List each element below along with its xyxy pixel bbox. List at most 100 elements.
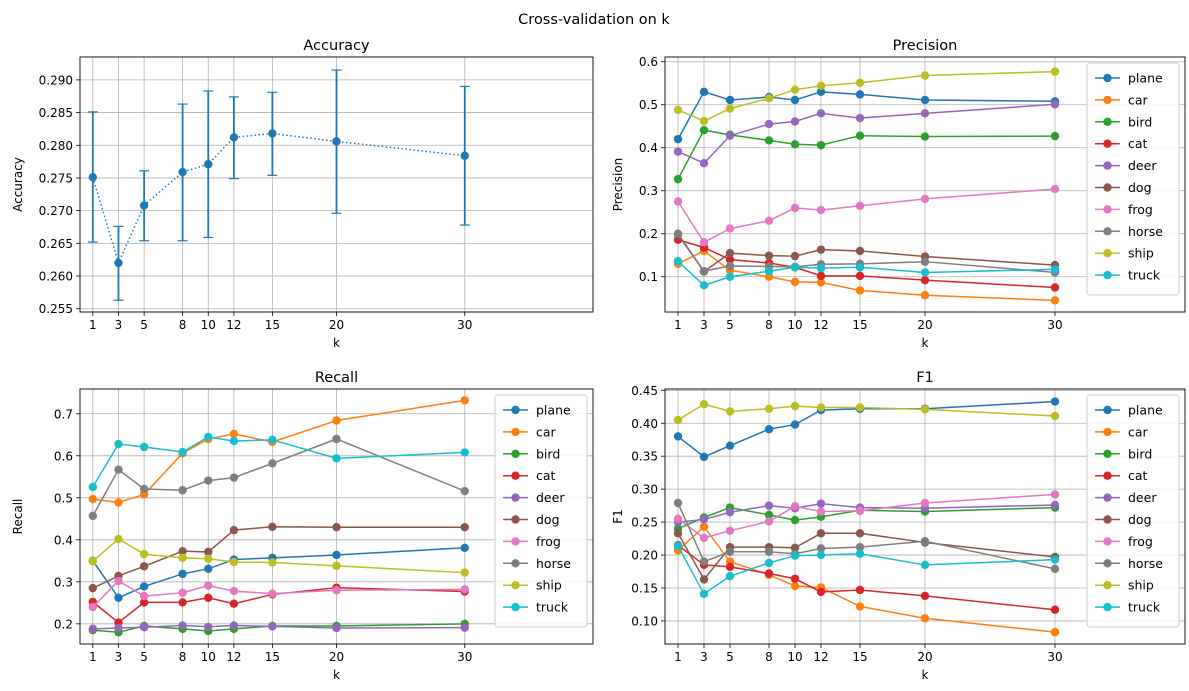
legend-marker [1103,427,1112,437]
series-dog [88,522,469,593]
data-point [816,271,826,281]
x-tick-label: 30 [1047,318,1062,332]
data-point [699,266,709,276]
data-point [699,522,709,531]
x-tick-label: 3 [700,318,708,332]
series-line [677,403,1056,421]
legend-marker [1103,73,1112,83]
data-point [816,263,826,273]
series-accuracy [87,69,470,301]
data-point [699,575,709,584]
data-point [204,547,213,557]
legend-label: car [1128,92,1149,107]
data-point [673,541,683,551]
data-point [764,569,774,578]
data-point [332,137,341,146]
x-tick-label: 12 [813,318,828,332]
legend-label: plane [536,403,571,418]
x-tick-label: 8 [179,650,187,664]
legend-marker [1103,537,1112,546]
data-point [764,94,774,103]
data-point [920,132,930,141]
data-point [139,549,149,559]
series-ship [673,399,1060,425]
data-point [178,621,187,630]
y-tick-label: 0.280 [39,139,73,153]
data-point [725,248,735,258]
data-point [673,415,683,425]
y-tick-label: 0.6 [54,449,73,463]
data-point [790,581,800,591]
data-point [88,173,98,182]
x-tick-label: 15 [265,318,280,332]
y-tick-label: 0.15 [631,581,658,595]
legend-label: dog [1128,180,1152,195]
data-point [725,571,735,581]
data-point [1050,184,1060,194]
data-point [920,268,930,277]
data-point [920,257,930,266]
data-point [229,525,239,535]
legend-marker [511,471,520,480]
series-plane [673,87,1060,144]
legend-marker [1103,602,1112,612]
y-tick-label: 0.5 [639,98,658,112]
data-point [855,585,865,595]
legend: plane car bird cat deer dog frog horse ship truck [1086,62,1180,296]
series-line [677,188,1056,244]
series-line [677,400,1056,458]
legend-entry-deer: deer [1095,490,1157,505]
axes-frame [79,388,594,645]
data-point [764,558,774,568]
data-point [139,622,149,632]
data-point [332,416,341,425]
data-point [699,589,709,599]
data-point [855,602,865,611]
data-point [114,623,123,633]
data-point [920,194,930,204]
x-tick-label: 20 [329,650,344,664]
legend-label: cat [1128,468,1148,483]
x-tick-label: 30 [457,650,472,664]
y-axis-label: Accuracy [11,157,25,212]
legend-entry-horse: horse [1095,224,1163,239]
data-point [114,593,123,602]
data-point [229,473,239,482]
legend-marker [1103,449,1112,458]
data-point [725,407,735,416]
y-tick-label: 0.5 [54,491,73,505]
y-tick-label: 0.285 [39,106,73,120]
legend-label: bird [536,446,560,461]
panel-precision: 1 3 5 8 10 12 15 20 30 0.1 0.2 0.3 0.4 0.5 0.6 Precisio… [611,38,1186,350]
legend-marker [1103,515,1112,524]
legend-label: horse [1128,224,1163,239]
data-point [816,278,826,287]
x-tick-label: 15 [852,650,867,664]
legend-entry-frog: frog [503,534,561,549]
legend-marker [1103,95,1112,105]
data-point [764,547,774,556]
legend-entry-deer: deer [503,490,565,505]
series-line [677,70,1056,122]
y-tick-label: 0.4 [54,533,73,547]
series-line [677,545,1056,596]
data-point [920,275,930,285]
data-point [816,81,826,91]
data-point [673,514,683,524]
series-line [92,132,465,266]
data-point [268,129,277,138]
x-tick-label: 1 [89,318,97,332]
legend-label: car [1128,424,1149,439]
data-point [920,498,930,508]
x-tick-label: 5 [140,318,148,332]
legend-entry-bird: bird [1095,114,1152,129]
legend-entry-truck: truck [503,600,569,615]
x-axis-label: k [333,668,340,682]
series-line [677,260,1056,287]
x-tick-label: 15 [852,318,867,332]
y-tick-label: 0.270 [39,204,73,218]
data-point [332,623,341,633]
data-point [673,197,683,206]
data-point [855,263,865,272]
x-axis-label: k [922,336,929,350]
